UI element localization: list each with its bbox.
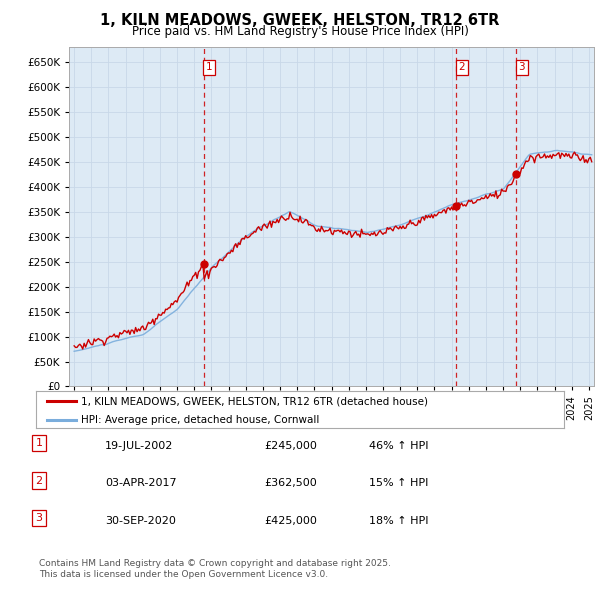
Text: 18% ↑ HPI: 18% ↑ HPI (369, 516, 428, 526)
Text: 03-APR-2017: 03-APR-2017 (105, 478, 176, 489)
Text: 2: 2 (35, 476, 43, 486)
Text: £362,500: £362,500 (264, 478, 317, 489)
Text: 1: 1 (206, 63, 213, 73)
Text: Price paid vs. HM Land Registry's House Price Index (HPI): Price paid vs. HM Land Registry's House … (131, 25, 469, 38)
Text: 15% ↑ HPI: 15% ↑ HPI (369, 478, 428, 489)
Text: £425,000: £425,000 (264, 516, 317, 526)
Text: 2: 2 (458, 63, 465, 73)
Text: 46% ↑ HPI: 46% ↑ HPI (369, 441, 428, 451)
Text: 19-JUL-2002: 19-JUL-2002 (105, 441, 173, 451)
Text: HPI: Average price, detached house, Cornwall: HPI: Average price, detached house, Corn… (81, 415, 319, 425)
Text: 3: 3 (518, 63, 525, 73)
Text: £245,000: £245,000 (264, 441, 317, 451)
Text: 3: 3 (35, 513, 43, 523)
Text: 1, KILN MEADOWS, GWEEK, HELSTON, TR12 6TR: 1, KILN MEADOWS, GWEEK, HELSTON, TR12 6T… (100, 13, 500, 28)
Text: 30-SEP-2020: 30-SEP-2020 (105, 516, 176, 526)
Text: Contains HM Land Registry data © Crown copyright and database right 2025.
This d: Contains HM Land Registry data © Crown c… (39, 559, 391, 579)
Text: 1, KILN MEADOWS, GWEEK, HELSTON, TR12 6TR (detached house): 1, KILN MEADOWS, GWEEK, HELSTON, TR12 6T… (81, 396, 428, 407)
Text: 1: 1 (35, 438, 43, 448)
